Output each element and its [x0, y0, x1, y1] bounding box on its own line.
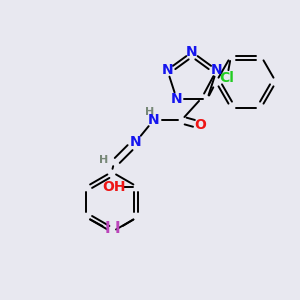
- Text: H: H: [145, 107, 154, 117]
- Text: OH: OH: [102, 180, 125, 194]
- Text: H: H: [99, 155, 108, 165]
- Text: I: I: [105, 221, 111, 236]
- Text: N: N: [211, 63, 223, 77]
- Text: O: O: [194, 118, 206, 132]
- Text: N: N: [186, 45, 198, 59]
- Text: N: N: [161, 63, 173, 77]
- Text: N: N: [171, 92, 182, 106]
- Text: N: N: [148, 113, 160, 127]
- Text: I: I: [115, 221, 121, 236]
- Text: Cl: Cl: [220, 71, 234, 85]
- Text: N: N: [130, 135, 142, 149]
